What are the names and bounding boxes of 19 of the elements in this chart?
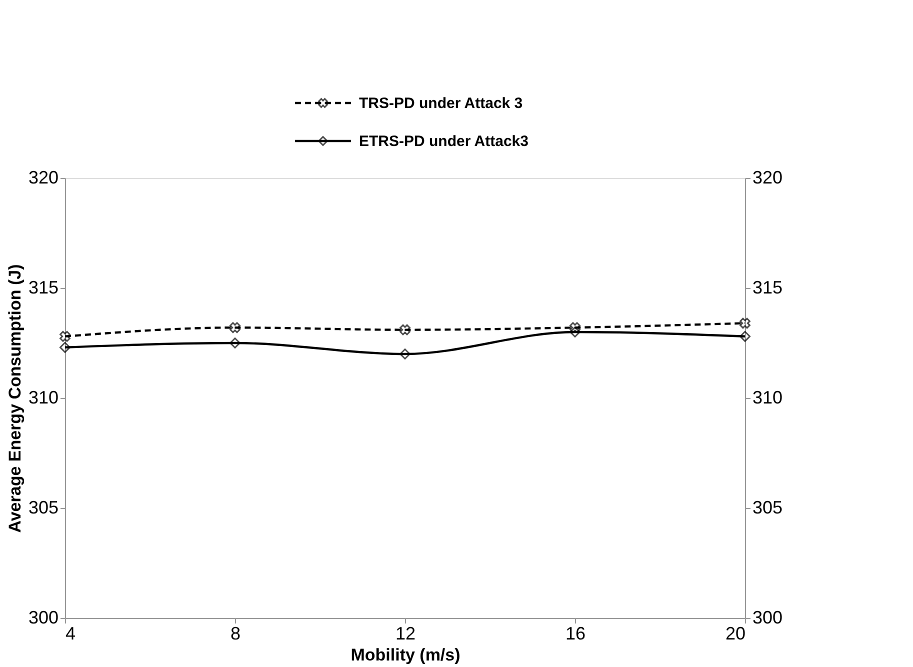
x-tick-label: 8 xyxy=(230,624,241,644)
y2-tick-label: 315 xyxy=(752,278,783,298)
y2-tick-label: 300 xyxy=(752,608,783,628)
y-tick-label: 305 xyxy=(28,498,58,518)
x-tick-label: 16 xyxy=(565,624,586,644)
y2-tick-label: 305 xyxy=(752,498,783,518)
y-tick-label: 300 xyxy=(28,608,58,628)
y-axis-title: Average Energy Consumption (J) xyxy=(5,264,24,533)
y2-tick-label: 310 xyxy=(752,388,783,408)
x-tick-label: 20 xyxy=(725,624,746,644)
y-tick-label: 315 xyxy=(28,278,58,298)
y2-tick-label: 320 xyxy=(752,168,783,188)
legend-label: ETRS-PD under Attack3 xyxy=(359,133,528,150)
y-tick-label: 320 xyxy=(28,168,58,188)
x-tick-label: 4 xyxy=(66,624,76,644)
x-axis-title: Mobility (m/s) xyxy=(350,646,460,664)
legend-label: TRS-PD under Attack 3 xyxy=(359,95,523,112)
x-tick-label: 12 xyxy=(395,624,416,644)
y-tick-label: 310 xyxy=(28,388,58,408)
